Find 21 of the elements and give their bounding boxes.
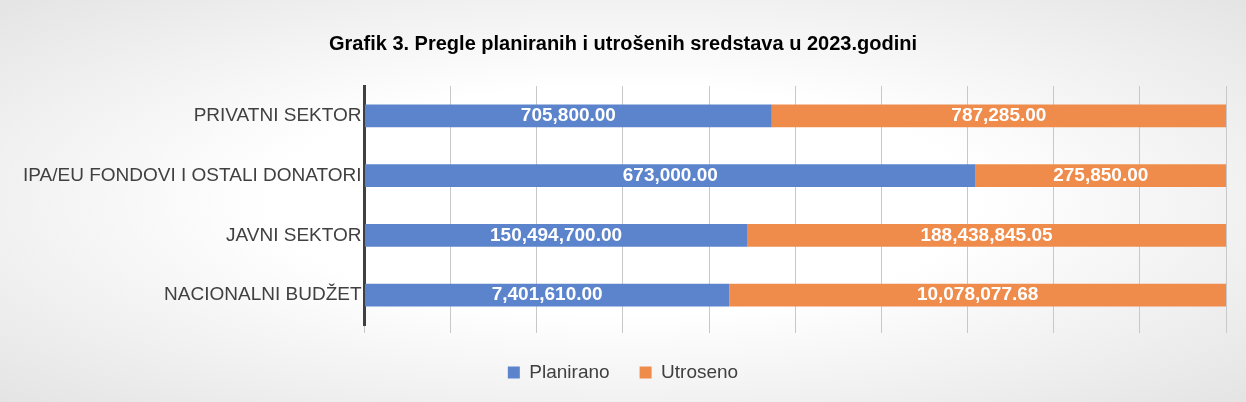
bar [365, 104, 772, 128]
bar [771, 104, 1226, 128]
legend-label: Planirano [529, 360, 610, 382]
annotation: 275,850.00 [1053, 163, 1149, 185]
annotation: 787,285.00 [951, 104, 1047, 126]
annotation: 150,494,700.00 [489, 223, 623, 245]
y-tick-label: IPA/EU FONDOVI I OSTALI DONATORI [23, 163, 362, 185]
annotation: 7,401,610.00 [491, 283, 603, 305]
y-tick-label: PRIVATNI SEKTOR [193, 104, 362, 126]
annotation: 10,078,077.68 [916, 283, 1039, 305]
legend-label: Utroseno [661, 360, 739, 382]
annotation: 188,438,845.05 [920, 223, 1053, 245]
chart-title: Grafik 3. Pregle planiranih i utrošenih sredstava u 2023.godini [329, 31, 917, 54]
annotation: 673,000.00 [622, 163, 718, 185]
y-tick-label: NACIONALNI BUDŽET [164, 283, 362, 305]
bar [729, 283, 1226, 307]
y-tick-label: JAVNI SEKTOR [226, 223, 362, 245]
bar [365, 164, 976, 188]
bar [365, 283, 730, 307]
annotation: 705,800.00 [520, 104, 616, 126]
bar [747, 223, 1226, 247]
